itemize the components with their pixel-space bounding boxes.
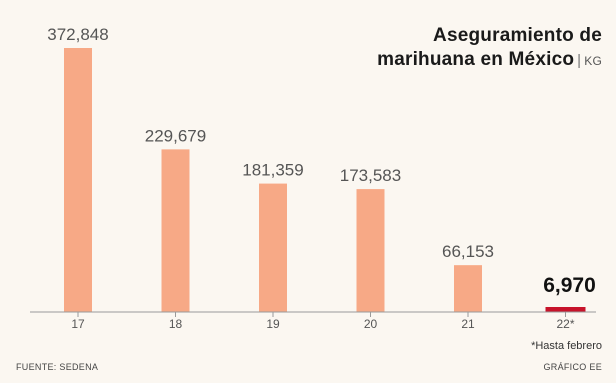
bar-20 (356, 189, 385, 312)
source-note: FUENTE: SEDENA (16, 362, 99, 372)
chart-title: Aseguramiento de marihuana en México | KG (377, 24, 602, 73)
bar-22 (545, 307, 586, 312)
bar-18 (161, 149, 190, 312)
graphic-credit: GRÁFICO EE (543, 362, 602, 372)
x-axis-ticks-group (77, 312, 566, 317)
chart-title-line-1: Aseguramiento de (433, 25, 602, 46)
x-tick-label-17: 17 (71, 317, 85, 331)
value-label-22: 6,970 (543, 274, 596, 297)
value-label-20: 173,583 (340, 166, 401, 185)
bar-19 (259, 183, 287, 312)
value-labels-group: 372,848 229,679 181,359 173,583 66,153 6,970 (47, 25, 596, 297)
x-tick-label-18: 18 (169, 317, 183, 331)
chart-title-line-2: marihuana en México | KG (377, 48, 602, 73)
value-label-17: 372,848 (47, 25, 108, 44)
x-tick-label-22: 22* (556, 317, 574, 331)
title-separator: | (577, 52, 582, 69)
x-tick-label-20: 20 (364, 317, 378, 331)
bars-group (64, 48, 586, 312)
bar-21 (454, 265, 482, 312)
unit-label: KG (584, 54, 602, 68)
chart-title-line-2-text: marihuana en México (377, 49, 575, 70)
value-label-18: 229,679 (145, 126, 206, 145)
value-label-19: 181,359 (242, 161, 303, 180)
bar-17 (64, 48, 92, 312)
value-label-21: 66,153 (442, 242, 494, 261)
x-tick-label-21: 21 (461, 317, 475, 331)
x-axis-tick-labels-group: 17 18 19 20 21 22* (71, 317, 575, 331)
footnote: *Hasta febrero (531, 340, 602, 352)
x-tick-label-19: 19 (266, 317, 280, 331)
